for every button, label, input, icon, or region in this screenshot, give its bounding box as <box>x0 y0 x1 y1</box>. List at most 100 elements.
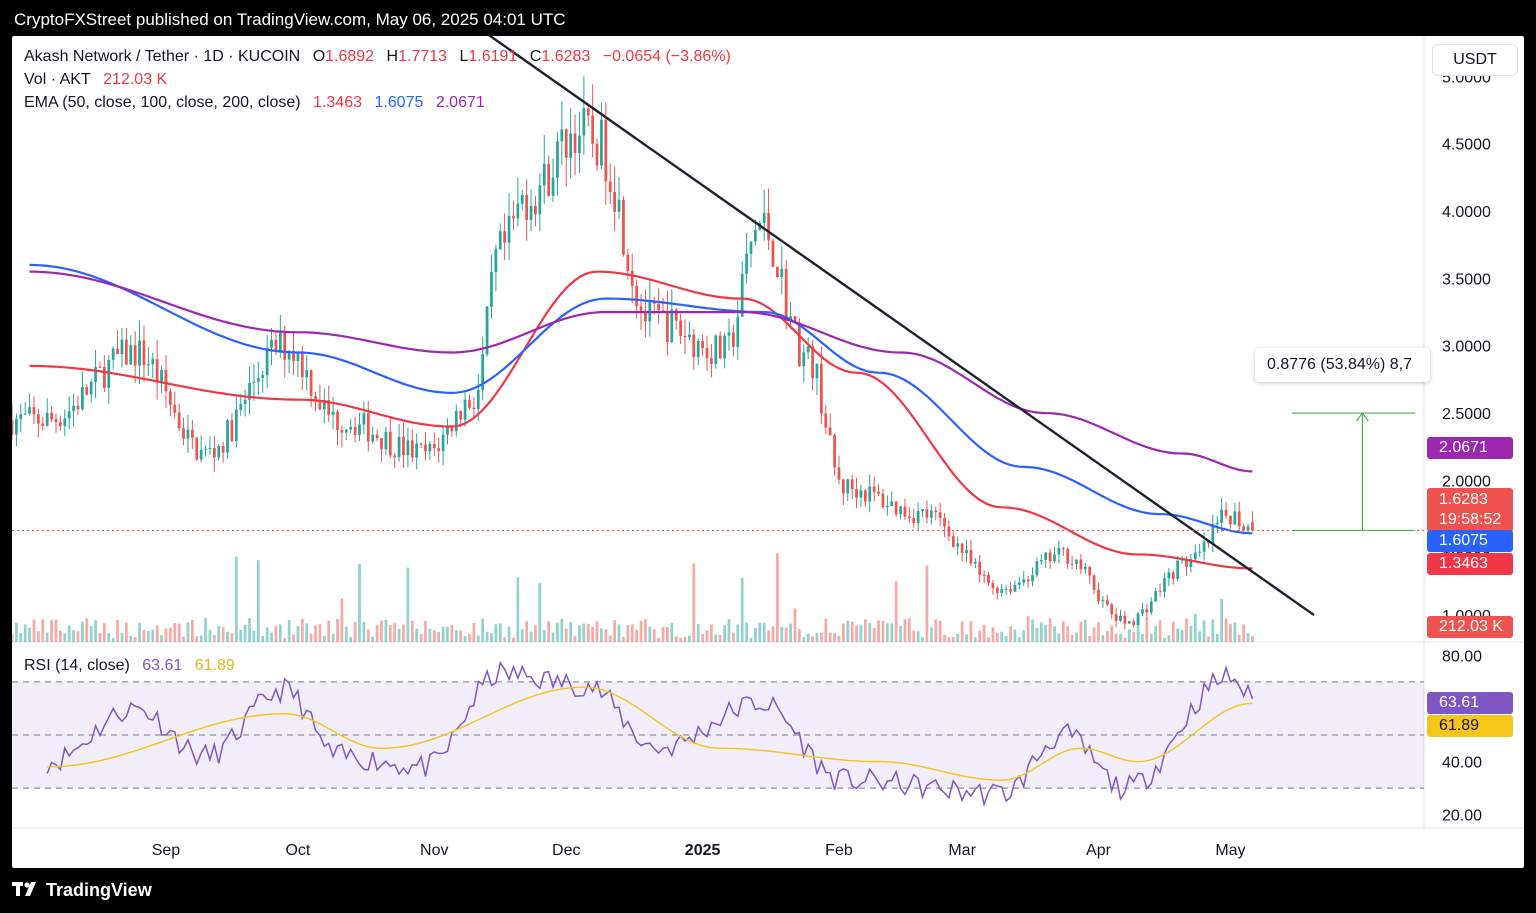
candle-body[interactable] <box>50 412 53 420</box>
candle-body[interactable] <box>454 411 458 432</box>
candle-body[interactable] <box>107 359 111 388</box>
candle-body[interactable] <box>837 467 841 480</box>
candle-body[interactable] <box>520 195 524 204</box>
candle-body[interactable] <box>336 411 339 431</box>
candle-body[interactable] <box>1167 572 1171 579</box>
candle-body[interactable] <box>859 490 863 498</box>
candle-body[interactable] <box>190 429 194 438</box>
candle-body[interactable] <box>234 409 238 441</box>
time-axis-label[interactable]: May <box>1215 842 1245 859</box>
candle-body[interactable] <box>806 346 810 353</box>
candle-body[interactable] <box>551 177 555 196</box>
candle-body[interactable] <box>349 426 353 430</box>
candle-body[interactable] <box>410 440 414 458</box>
candle-body[interactable] <box>586 108 590 116</box>
candle-body[interactable] <box>1145 609 1149 613</box>
symbol-name[interactable]: Akash Network / Tether · 1D · KUCOIN <box>24 48 301 65</box>
candle-body[interactable] <box>802 352 806 367</box>
candle-body[interactable] <box>798 322 801 367</box>
candle-body[interactable] <box>863 490 867 502</box>
candle-body[interactable] <box>287 350 291 360</box>
ema-line-ema100[interactable] <box>29 263 1253 535</box>
rsi-axis-label[interactable]: 20.00 <box>1442 808 1482 825</box>
candle-body[interactable] <box>630 270 634 286</box>
candle-body[interactable] <box>419 443 423 445</box>
candle-body[interactable] <box>688 334 691 338</box>
rsi-ma-line[interactable] <box>47 686 1253 781</box>
candle-body[interactable] <box>366 413 370 442</box>
candle-body[interactable] <box>1246 526 1250 531</box>
price-axis-label[interactable]: 4.0000 <box>1442 204 1491 221</box>
candle-body[interactable] <box>81 387 84 410</box>
candle-body[interactable] <box>248 382 251 400</box>
candle-body[interactable] <box>824 413 828 428</box>
candle-body[interactable] <box>960 543 964 554</box>
candle-body[interactable] <box>256 378 260 382</box>
candle-body[interactable] <box>1127 621 1131 624</box>
candle-body[interactable] <box>657 303 660 311</box>
candle-body[interactable] <box>23 413 27 415</box>
candle-body[interactable] <box>1176 560 1180 579</box>
candle-body[interactable] <box>296 352 300 362</box>
candle-body[interactable] <box>212 448 216 458</box>
candle-body[interactable] <box>481 354 485 390</box>
candle-body[interactable] <box>450 427 454 432</box>
candle-body[interactable] <box>1114 614 1118 621</box>
candle-body[interactable] <box>67 411 71 419</box>
candle-body[interactable] <box>1048 552 1052 562</box>
candle-body[interactable] <box>261 375 265 379</box>
rsi-axis-label[interactable]: 40.00 <box>1442 755 1482 772</box>
time-axis-label[interactable]: Sep <box>152 842 181 859</box>
candle-body[interactable] <box>899 506 902 515</box>
rsi-label[interactable]: RSI (14, close) <box>24 657 130 674</box>
candle-body[interactable] <box>116 348 119 355</box>
time-axis-label[interactable]: Apr <box>1086 842 1112 859</box>
candle-body[interactable] <box>63 418 67 427</box>
candle-body[interactable] <box>710 358 713 365</box>
candle-body[interactable] <box>696 340 700 358</box>
candle-body[interactable] <box>384 431 388 450</box>
candle-body[interactable] <box>89 381 93 395</box>
candle-body[interactable] <box>278 332 282 352</box>
candle-body[interactable] <box>72 405 75 412</box>
candle-body[interactable] <box>776 266 779 277</box>
candle-body[interactable] <box>542 163 546 186</box>
time-axis-label[interactable]: Oct <box>285 842 310 859</box>
candle-body[interactable] <box>595 143 599 166</box>
chart-frame[interactable]: 1.00001.50002.00002.50003.00003.50004.00… <box>12 36 1524 868</box>
candle-body[interactable] <box>855 489 858 498</box>
candle-body[interactable] <box>1066 548 1070 564</box>
candle-body[interactable] <box>371 434 375 442</box>
candle-body[interactable] <box>1189 559 1193 567</box>
candle-body[interactable] <box>943 517 946 527</box>
candle-body[interactable] <box>208 448 212 450</box>
candle-body[interactable] <box>217 446 221 458</box>
candle-body[interactable] <box>947 526 951 537</box>
candle-body[interactable] <box>498 231 502 250</box>
candle-body[interactable] <box>872 486 876 492</box>
candle-body[interactable] <box>995 588 999 594</box>
candle-body[interactable] <box>265 347 269 376</box>
candle-body[interactable] <box>424 444 427 452</box>
candle-body[interactable] <box>274 339 278 352</box>
candle-body[interactable] <box>516 203 520 219</box>
candle-body[interactable] <box>767 212 770 241</box>
candle-body[interactable] <box>556 141 559 178</box>
candle-body[interactable] <box>1039 559 1043 562</box>
candle-body[interactable] <box>85 387 89 395</box>
candle-body[interactable] <box>582 108 586 136</box>
candle-body[interactable] <box>1000 589 1004 594</box>
candle-body[interactable] <box>666 311 669 342</box>
candle-body[interactable] <box>1088 567 1092 576</box>
candle-body[interactable] <box>1251 522 1254 531</box>
candle-body[interactable] <box>1132 621 1136 626</box>
candle-body[interactable] <box>978 561 982 575</box>
candle-body[interactable] <box>353 426 357 435</box>
time-axis-label[interactable]: Nov <box>420 842 448 859</box>
candle-body[interactable] <box>388 431 392 456</box>
candle-body[interactable] <box>446 427 449 435</box>
candle-body[interactable] <box>1202 541 1206 552</box>
candle-body[interactable] <box>428 443 432 452</box>
candle-body[interactable] <box>142 340 146 366</box>
candle-body[interactable] <box>833 435 836 468</box>
